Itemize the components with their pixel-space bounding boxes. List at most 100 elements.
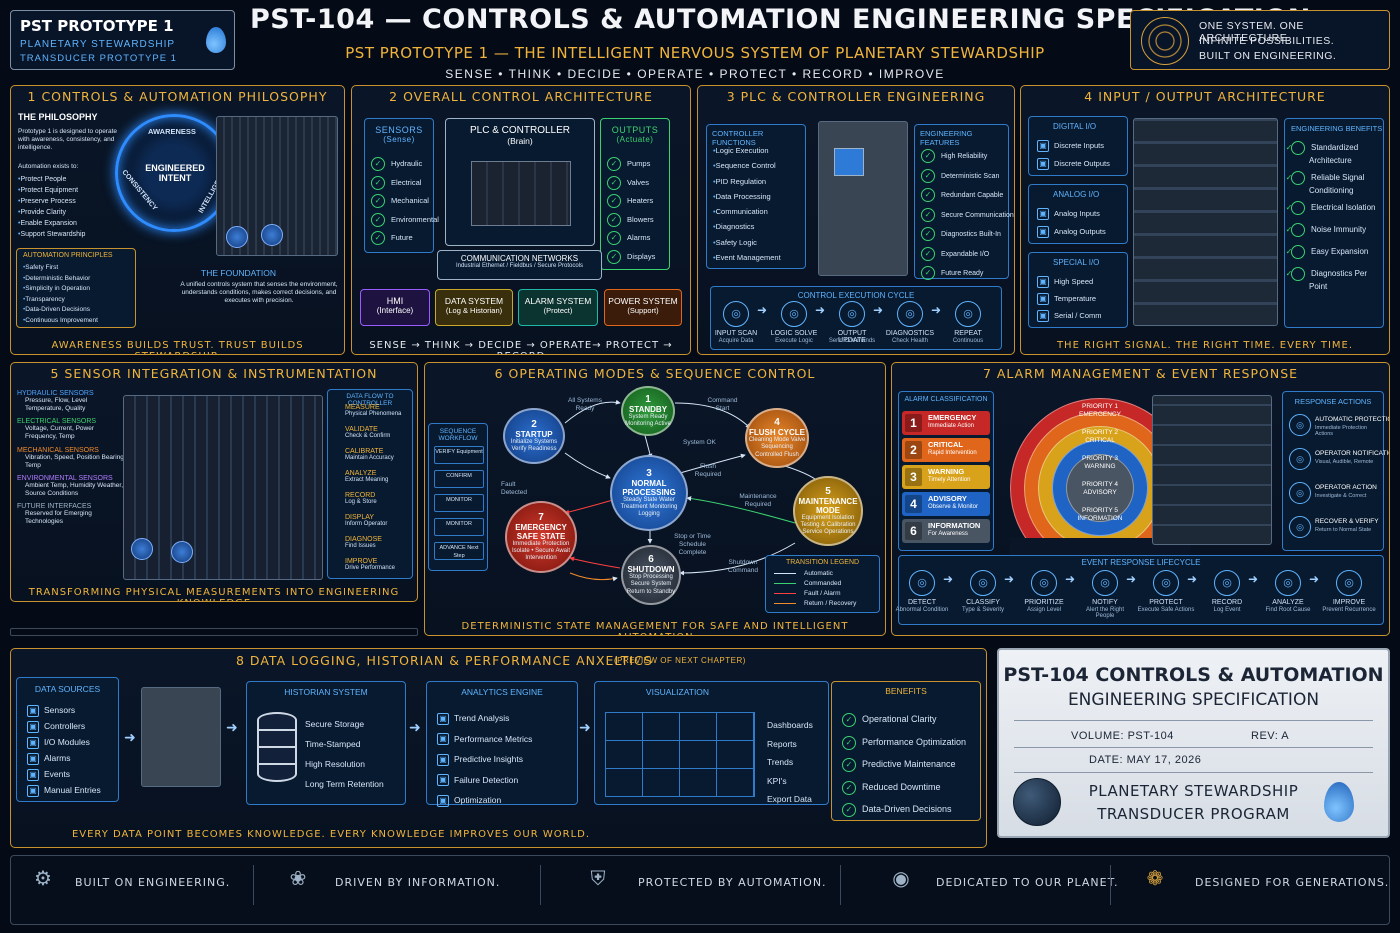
hist-label: High Resolution [305,759,366,769]
lifecycle-icon: ◎ [1092,570,1118,596]
card-divider [1014,747,1373,748]
hist-item: Time-Stamped [305,734,384,754]
cycle-step-sub: Send Commands [828,338,876,344]
flow-step-sub: Drive Performance [345,565,396,571]
alarm-class: 6 INFORMATION For Awareness [902,519,990,543]
src-label: Alarms [44,753,71,763]
footer-item: DESIGNED FOR GENERATIONS. [1195,876,1390,889]
special-io-heading: SPECIAL I/O [1053,258,1100,267]
sensor-label: Future [391,233,413,242]
motto-line1: ONE SYSTEM. ONE ARCHITECTURE. [1199,20,1304,44]
state-name: SHUTDOWN [627,565,675,575]
io-icon: ▣ [1037,140,1049,153]
state-desc: Initialize Systems Verify Readiness [510,438,558,452]
benefit-item: Diagnostics Per Point [1291,267,1383,293]
alarm-number: 1 [905,414,922,432]
plc-hardware-image [471,161,571,226]
flower-of-life-icon: ❁ [1146,868,1164,890]
section-tagline: EVERY DATA POINT BECOMES KNOWLEDGE. EVER… [71,829,591,840]
alarm-system-box: ALARM SYSTEM (Protect) [518,289,598,326]
flow-step-sub: Inform Operator [345,521,388,527]
sensor-label: Environmental [391,214,439,224]
output-item: Pumps [607,155,655,174]
feature-item: Deterministic Scan [921,167,1014,187]
priority-label: PRIORITY 3 WARNING [1081,455,1118,470]
io-item: ▣ Discrete Outputs [1037,155,1110,173]
cycle-step-sub: Acquire Data [718,338,754,344]
state-startup: 2 STARTUP Initialize Systems Verify Readin… [503,408,565,464]
engineering-features-box: ENGINEERING FEATURES High Reliability Det… [914,124,1014,279]
src-label: I/O Modules [44,737,90,747]
hist-label: Secure Storage [305,719,365,729]
foundation-text: A unified controls system that senses th… [180,281,338,305]
analytics-engine-box: ANALYTICS ENGINE ▣ Trend Analysis ▣ Perform… [426,681,578,807]
feature-item: Redundant Capable [921,186,1014,206]
transition-arrow [674,402,751,429]
card-date: DATE: MAY 17, 2026 [1089,754,1202,766]
database-icon [257,712,297,782]
state-maintenance-mode: 5 MAINTENANCE MODE Equipment Isolation Tes… [793,476,863,546]
sensors-box: SENSORS (Sense) Hydraulic Electrical Mecha… [364,118,439,253]
benefit-item: Reliable Signal Conditioning [1291,171,1383,197]
flow-step: CALIBRATE Maintain Accuracy [333,448,401,470]
output-label: Displays [627,251,656,261]
sensor-group-text: Pressure, Flow, Level Temperature, Quali… [25,397,88,413]
spec-card: PST-104 CONTROLS & AUTOMATION ENGINEERIN… [997,648,1390,838]
benefit-item: Reduced Downtime [842,776,966,799]
lifecycle-title: IMPROVE [1332,599,1366,606]
src-item: ▣ Manual Entries [27,782,101,798]
benefit-item: Standardized Architecture [1291,141,1383,167]
arrow-icon: ➜ [943,572,954,586]
flow-step-title: ANALYZE [345,470,377,477]
feature-item: Future Ready [921,264,1014,284]
alarm-desc: Observe & Monitor [928,503,979,510]
io-icon: ▣ [1037,310,1049,323]
output-item: Alarms [607,229,655,248]
io-cabinet-image [1133,118,1278,326]
flow-step: ANALYZE Extract Meaning [333,470,401,492]
state-standby: 1 STANDBY System Ready Monitoring Active [621,386,675,436]
output-label: Blowers [627,214,654,224]
benefit-label: Noise Immunity [1311,225,1367,234]
state-desc: System Ready Monitoring Active [625,413,671,427]
benefit-label: Diagnostics Per Point [1309,269,1368,291]
function-item: Diagnostics [713,219,781,234]
data-system-box: DATA SYSTEM (Log & Historian) [435,289,513,326]
transition-arrow [686,496,796,524]
workflow-step: MONITOR [434,494,484,512]
card-program2: TRANSDUCER PROGRAM [1097,805,1290,823]
lifecycle-icon: ◎ [1153,570,1179,596]
flow-step-sub: Check & Confirm [345,433,391,439]
state-name: EMERGENCY SAFE STATE [515,522,567,541]
state-number: 2 [531,418,537,430]
principles-box: AUTOMATION PRINCIPLES Safety FirstDeterm… [16,248,136,328]
arrow-icon: ➜ [1065,572,1076,586]
ana-label: Trend Analysis [454,713,510,723]
analog-io-list: ▣ Analog Inputs ▣ Analog Outputs [1037,205,1106,241]
cabinet-screen [834,148,864,176]
alarm-class: 2 CRITICAL Rapid Intervention [902,438,990,462]
ana-label: Failure Detection [454,774,519,785]
benefit-item: Electrical Isolation [1291,201,1383,215]
cycle-step-title: OUTPUT UPDATE [837,330,867,344]
response-icon: ◎ [1289,482,1311,504]
workflow-step: CONFIRM [434,470,484,488]
sensor-group-text: Voltage, Current, Power Frequency, Temp [25,425,95,441]
section-tagline: TRANSFORMING PHYSICAL MEASUREMENTS INTO … [28,587,400,601]
response-title: RECOVER & VERIFY [1315,518,1379,525]
sensor-group: ELECTRICAL SENSORS Voltage, Current, Powe… [17,418,125,441]
label-fault-detected: Fault Detected [501,481,528,497]
principle-item: Simplicity in Operation [23,284,98,295]
analog-io-heading: ANALOG I/O [1053,190,1100,199]
io-icon: ▣ [1037,158,1049,171]
io-icon: ▣ [1037,208,1049,221]
controller-functions-box: CONTROLLER FUNCTIONS Logic ExecutionSequ… [706,124,806,269]
card-divider [1014,720,1373,721]
vis-item: Reports [767,735,813,754]
item-icon: ▣ [437,733,449,746]
benefit-item: Data-Driven Decisions [842,798,966,821]
principle-item: Transparency [23,295,98,306]
vis-item: Dashboards [767,716,813,735]
flow-step: RECORD Log & Store [333,492,401,514]
sensor-item: Mechanical [371,192,439,211]
